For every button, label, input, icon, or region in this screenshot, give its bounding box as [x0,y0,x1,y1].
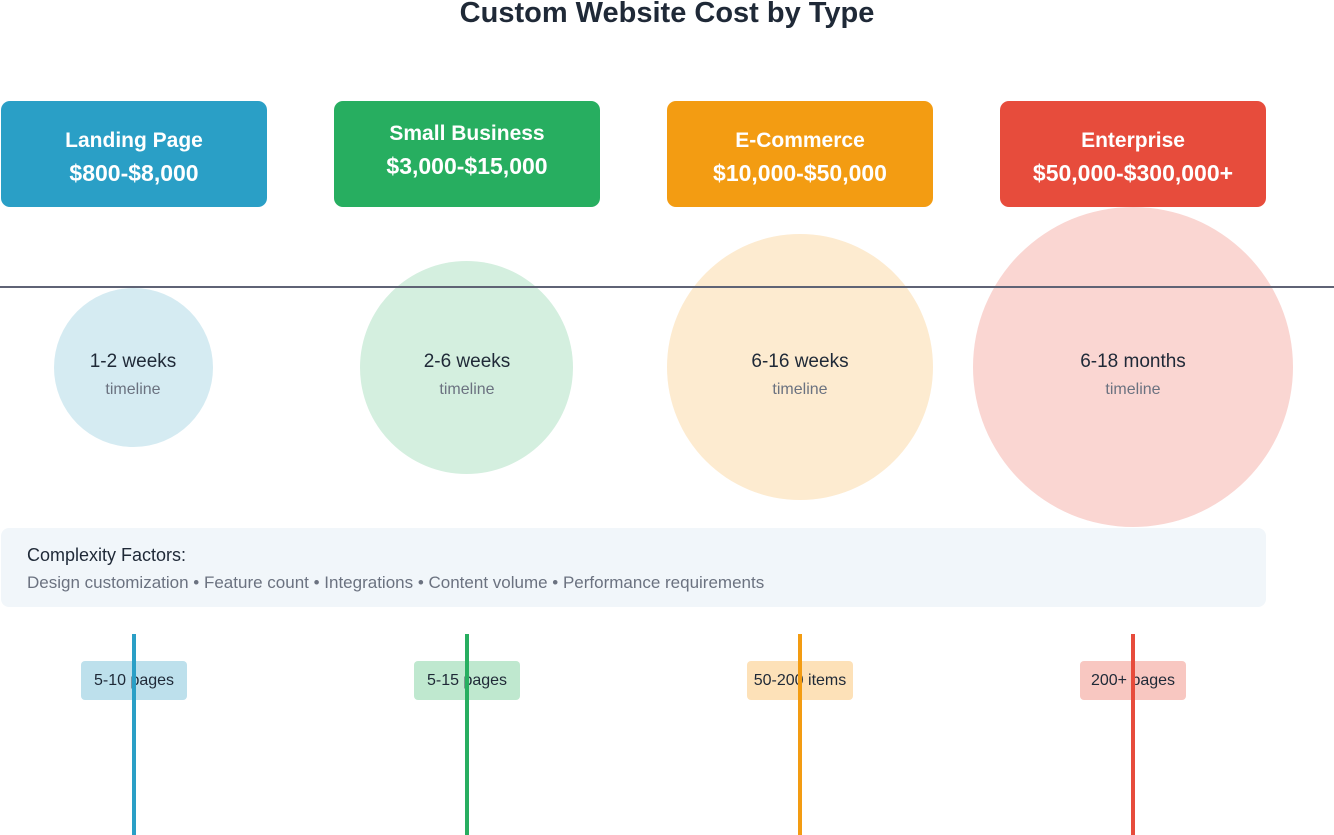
timeline-circle-landing-page [54,288,213,447]
card-name: Small Business [389,122,545,145]
vertical-line-small-business [465,634,469,835]
vertical-line-landing-page [132,634,136,835]
card-price: $3,000-$15,000 [386,153,548,179]
timeline-circle-small-business [360,261,573,474]
vertical-line-enterprise [1131,634,1135,835]
card-landing-page: Landing Page $800-$8,000 [1,101,267,207]
card-price: $800-$8,000 [69,160,199,186]
timeline-label-enterprise: timeline [1105,381,1161,398]
card-enterprise: Enterprise $50,000-$300,000+ [1000,101,1266,207]
complexity-factors-list: Design customization • Feature count • I… [27,573,765,592]
timeline-label-landing-page: timeline [105,381,161,398]
timeline-circle-enterprise [973,207,1293,527]
timeline-duration-enterprise: 6-18 months [1080,351,1186,372]
card-name: Landing Page [65,129,203,152]
complexity-factors-title: Complexity Factors: [27,545,187,565]
timeline-duration-landing-page: 1-2 weeks [89,351,177,372]
timeline-label-e-commerce: timeline [772,381,828,398]
timeline-circle-e-commerce [667,234,933,500]
vertical-line-e-commerce [798,634,802,835]
divider-line [0,286,1334,288]
timeline-label-small-business: timeline [439,381,495,398]
diagram-title: Custom Website Cost by Type [459,0,875,29]
card-name: E-Commerce [735,129,865,152]
timeline-duration-e-commerce: 6-16 weeks [751,351,849,372]
card-price: $50,000-$300,000+ [1032,160,1234,186]
card-price: $10,000-$50,000 [713,160,887,186]
card-name: Enterprise [1081,129,1185,152]
card-small-business: Small Business $3,000-$15,000 [334,101,600,207]
card-e-commerce: E-Commerce $10,000-$50,000 [667,101,933,207]
timeline-duration-small-business: 2-6 weeks [423,351,511,372]
complexity-factors-panel: Complexity Factors: Design customization… [1,528,1266,607]
